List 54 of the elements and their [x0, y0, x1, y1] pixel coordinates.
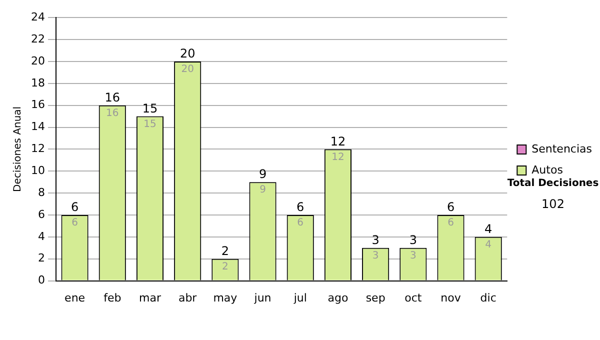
total-label: 4 — [484, 222, 492, 236]
y-tick-label: 22 — [30, 32, 45, 46]
data-label: 16 — [106, 108, 119, 119]
y-tick-label: 8 — [38, 186, 45, 199]
y-tick-label: 4 — [38, 230, 45, 243]
total-label: 6 — [446, 200, 455, 214]
x-tick-label: jun — [253, 291, 272, 304]
y-tick-label: 10 — [30, 164, 45, 177]
x-tick-label: dic — [480, 291, 496, 304]
total-label: 3 — [409, 233, 417, 248]
y-tick-label: 2 — [38, 252, 45, 265]
x-tick-label: ene — [64, 291, 86, 304]
legend-label: Autos — [532, 163, 564, 176]
text: Total Decisiones — [506, 178, 600, 189]
text: 102 — [540, 197, 566, 211]
x-tick-label: nov — [440, 291, 462, 304]
x-tick-label: abr — [178, 291, 198, 304]
y-tick-label: 0 — [38, 274, 45, 287]
x-tick-label: may — [213, 291, 238, 304]
x-tick-label: mar — [138, 291, 162, 304]
legend-label: Sentencias — [532, 142, 592, 156]
x-tick-label: ago — [328, 291, 348, 304]
x-tick-label: jul — [292, 291, 307, 304]
data-label: 3 — [410, 250, 416, 262]
data-label: 12 — [332, 152, 344, 163]
y-tick-label: 20 — [30, 54, 45, 68]
data-label: 9 — [260, 184, 266, 196]
total-label: 6 — [70, 200, 79, 214]
total-label: 15 — [142, 101, 158, 116]
y-tick-label: 24 — [30, 10, 45, 24]
x-tick-label: oct — [404, 291, 422, 304]
total-label: 3 — [372, 233, 380, 248]
data-label: 4 — [485, 240, 492, 251]
data-label: 6 — [297, 218, 304, 229]
total-label: 9 — [258, 167, 267, 182]
y-tick-label: 16 — [30, 98, 45, 112]
total-label: 12 — [330, 134, 346, 148]
data-label: 6 — [72, 218, 78, 229]
y-tick-label: 14 — [30, 120, 45, 134]
total-label: 6 — [296, 200, 304, 214]
data-label: 3 — [372, 250, 379, 262]
y-axis-title: Decisiones Anual — [12, 106, 24, 192]
y-tick-label: 6 — [38, 208, 45, 221]
data-label: 2 — [222, 261, 228, 272]
x-tick-label: feb — [104, 291, 122, 304]
y-tick-label: 12 — [30, 142, 45, 156]
data-label: 15 — [144, 118, 156, 130]
total-label: 2 — [221, 244, 229, 258]
total-label: 20 — [180, 46, 196, 61]
data-label: 20 — [181, 64, 194, 76]
y-tick-label: 18 — [30, 76, 45, 90]
total-label: 16 — [104, 90, 120, 104]
x-tick-label: sep — [366, 291, 386, 304]
data-label: 6 — [448, 218, 454, 229]
